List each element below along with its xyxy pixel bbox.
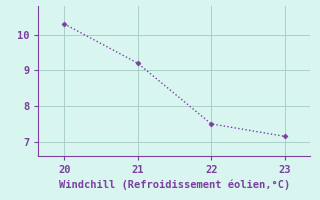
X-axis label: Windchill (Refroidissement éolien,°C): Windchill (Refroidissement éolien,°C) — [59, 179, 290, 190]
